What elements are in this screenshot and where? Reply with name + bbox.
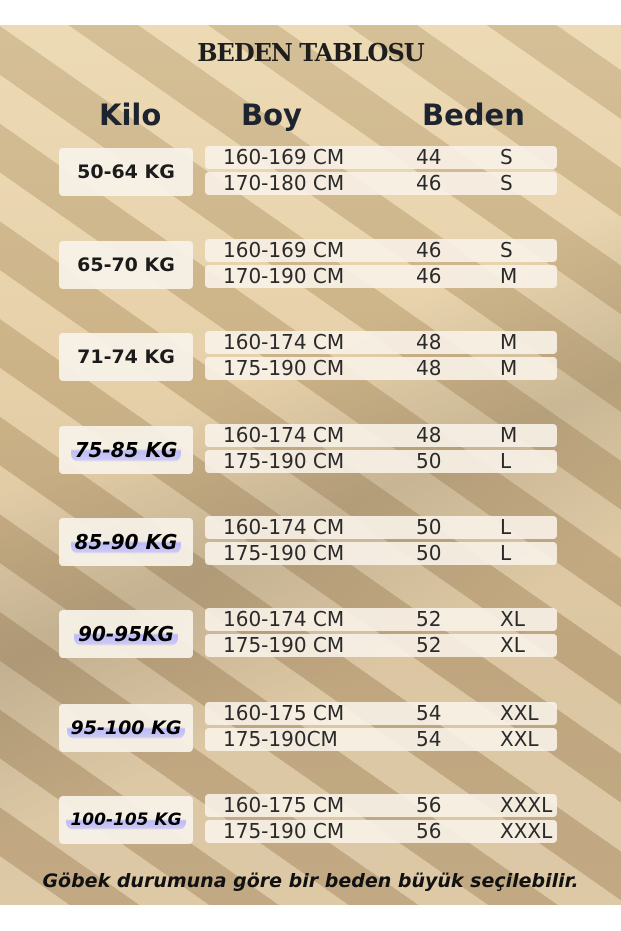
kilo-label: 85-90 KG (59, 518, 193, 566)
footer-note: Göbek durumuna göre bir beden büyük seçi… (42, 870, 579, 892)
size-group: 95-100 KG 160-175 CM 54 XXL 175-190CM 54 XXL (0, 702, 621, 754)
size-number: 46 (416, 238, 442, 262)
size-number: 54 (416, 727, 442, 751)
size-letter: M (500, 356, 518, 380)
size-number: 46 (416, 264, 442, 288)
size-number: 56 (416, 819, 442, 843)
size-group: 85-90 KG 160-174 CM 50 L 175-190 CM 50 L (0, 516, 621, 568)
kilo-label: 65-70 KG (59, 241, 193, 289)
size-letter: M (500, 330, 518, 354)
kilo-text: 100-105 KG (66, 810, 186, 830)
kilo-text: 65-70 KG (77, 254, 175, 276)
header-boy: Boy (241, 98, 302, 132)
size-number: 50 (416, 541, 442, 565)
size-letter: XXL (500, 701, 539, 725)
height-range: 160-174 CM (223, 330, 345, 354)
chart-title: BEDEN TABLOSU (197, 38, 424, 67)
table-row: 175-190 CM 50 L (205, 450, 557, 473)
table-row: 170-180 CM 46 S (205, 172, 557, 195)
size-number: 48 (416, 330, 442, 354)
size-letter: S (500, 171, 513, 195)
kilo-label: 50-64 KG (59, 148, 193, 196)
size-letter: XXL (500, 727, 539, 751)
table-row: 160-174 CM 50 L (205, 516, 557, 539)
kilo-label: 75-85 KG (59, 426, 193, 474)
size-number: 48 (416, 423, 442, 447)
size-number: 48 (416, 356, 442, 380)
size-letter: XXXL (500, 819, 553, 843)
size-group: 71-74 KG 160-174 CM 48 M 175-190 CM 48 M (0, 331, 621, 383)
size-group: 100-105 KG 160-175 CM 56 XXXL 175-190 CM 56 XX… (0, 794, 621, 846)
table-row: 160-169 CM 46 S (205, 239, 557, 262)
size-letter: S (500, 145, 513, 169)
size-letter: L (500, 541, 512, 565)
size-number: 46 (416, 171, 442, 195)
table-row: 175-190 CM 56 XXXL (205, 820, 557, 843)
size-letter: L (500, 515, 512, 539)
size-group: 50-64 KG 160-169 CM 44 S 170-180 CM 46 S (0, 146, 621, 198)
table-row: 175-190CM 54 XXL (205, 728, 557, 751)
kilo-text: 90-95KG (74, 622, 178, 646)
height-range: 175-190 CM (223, 819, 345, 843)
kilo-text: 95-100 KG (66, 717, 186, 739)
size-number: 56 (416, 793, 442, 817)
header-beden: Beden (422, 98, 525, 132)
table-row: 160-175 CM 54 XXL (205, 702, 557, 725)
size-letter: M (500, 264, 518, 288)
height-range: 170-180 CM (223, 171, 345, 195)
table-row: 160-175 CM 56 XXXL (205, 794, 557, 817)
height-range: 160-169 CM (223, 145, 345, 169)
table-row: 160-169 CM 44 S (205, 146, 557, 169)
header-kilo: Kilo (99, 98, 162, 132)
height-range: 175-190 CM (223, 449, 345, 473)
size-group: 75-85 KG 160-174 CM 48 M 175-190 CM 50 L (0, 424, 621, 476)
kilo-text: 50-64 KG (77, 161, 175, 183)
size-group: 90-95KG 160-174 CM 52 XL 175-190 CM 52 XL (0, 608, 621, 660)
height-range: 160-175 CM (223, 701, 345, 725)
size-letter: S (500, 238, 513, 262)
height-range: 160-174 CM (223, 515, 345, 539)
size-number: 44 (416, 145, 442, 169)
kilo-text: 75-85 KG (70, 438, 182, 462)
height-range: 160-174 CM (223, 423, 345, 447)
kilo-label: 95-100 KG (59, 704, 193, 752)
size-number: 50 (416, 515, 442, 539)
size-group: 65-70 KG 160-169 CM 46 S 170-190 CM 46 M (0, 239, 621, 291)
height-range: 170-190 CM (223, 264, 345, 288)
height-range: 160-175 CM (223, 793, 345, 817)
height-range: 175-190 CM (223, 633, 345, 657)
height-range: 160-174 CM (223, 607, 345, 631)
size-number: 50 (416, 449, 442, 473)
table-row: 170-190 CM 46 M (205, 265, 557, 288)
kilo-label: 100-105 KG (59, 796, 193, 844)
size-letter: M (500, 423, 518, 447)
kilo-label: 90-95KG (59, 610, 193, 658)
height-range: 175-190 CM (223, 356, 345, 380)
height-range: 160-169 CM (223, 238, 345, 262)
height-range: 175-190CM (223, 727, 338, 751)
size-letter: L (500, 449, 512, 473)
table-row: 175-190 CM 52 XL (205, 634, 557, 657)
table-row: 160-174 CM 52 XL (205, 608, 557, 631)
size-number: 52 (416, 633, 442, 657)
size-letter: XL (500, 633, 525, 657)
size-letter: XL (500, 607, 525, 631)
kilo-text: 71-74 KG (77, 346, 175, 368)
table-row: 160-174 CM 48 M (205, 331, 557, 354)
size-number: 54 (416, 701, 442, 725)
kilo-label: 71-74 KG (59, 333, 193, 381)
table-row: 175-190 CM 48 M (205, 357, 557, 380)
height-range: 175-190 CM (223, 541, 345, 565)
size-letter: XXXL (500, 793, 553, 817)
size-number: 52 (416, 607, 442, 631)
table-row: 175-190 CM 50 L (205, 542, 557, 565)
kilo-text: 85-90 KG (70, 530, 182, 554)
table-row: 160-174 CM 48 M (205, 424, 557, 447)
